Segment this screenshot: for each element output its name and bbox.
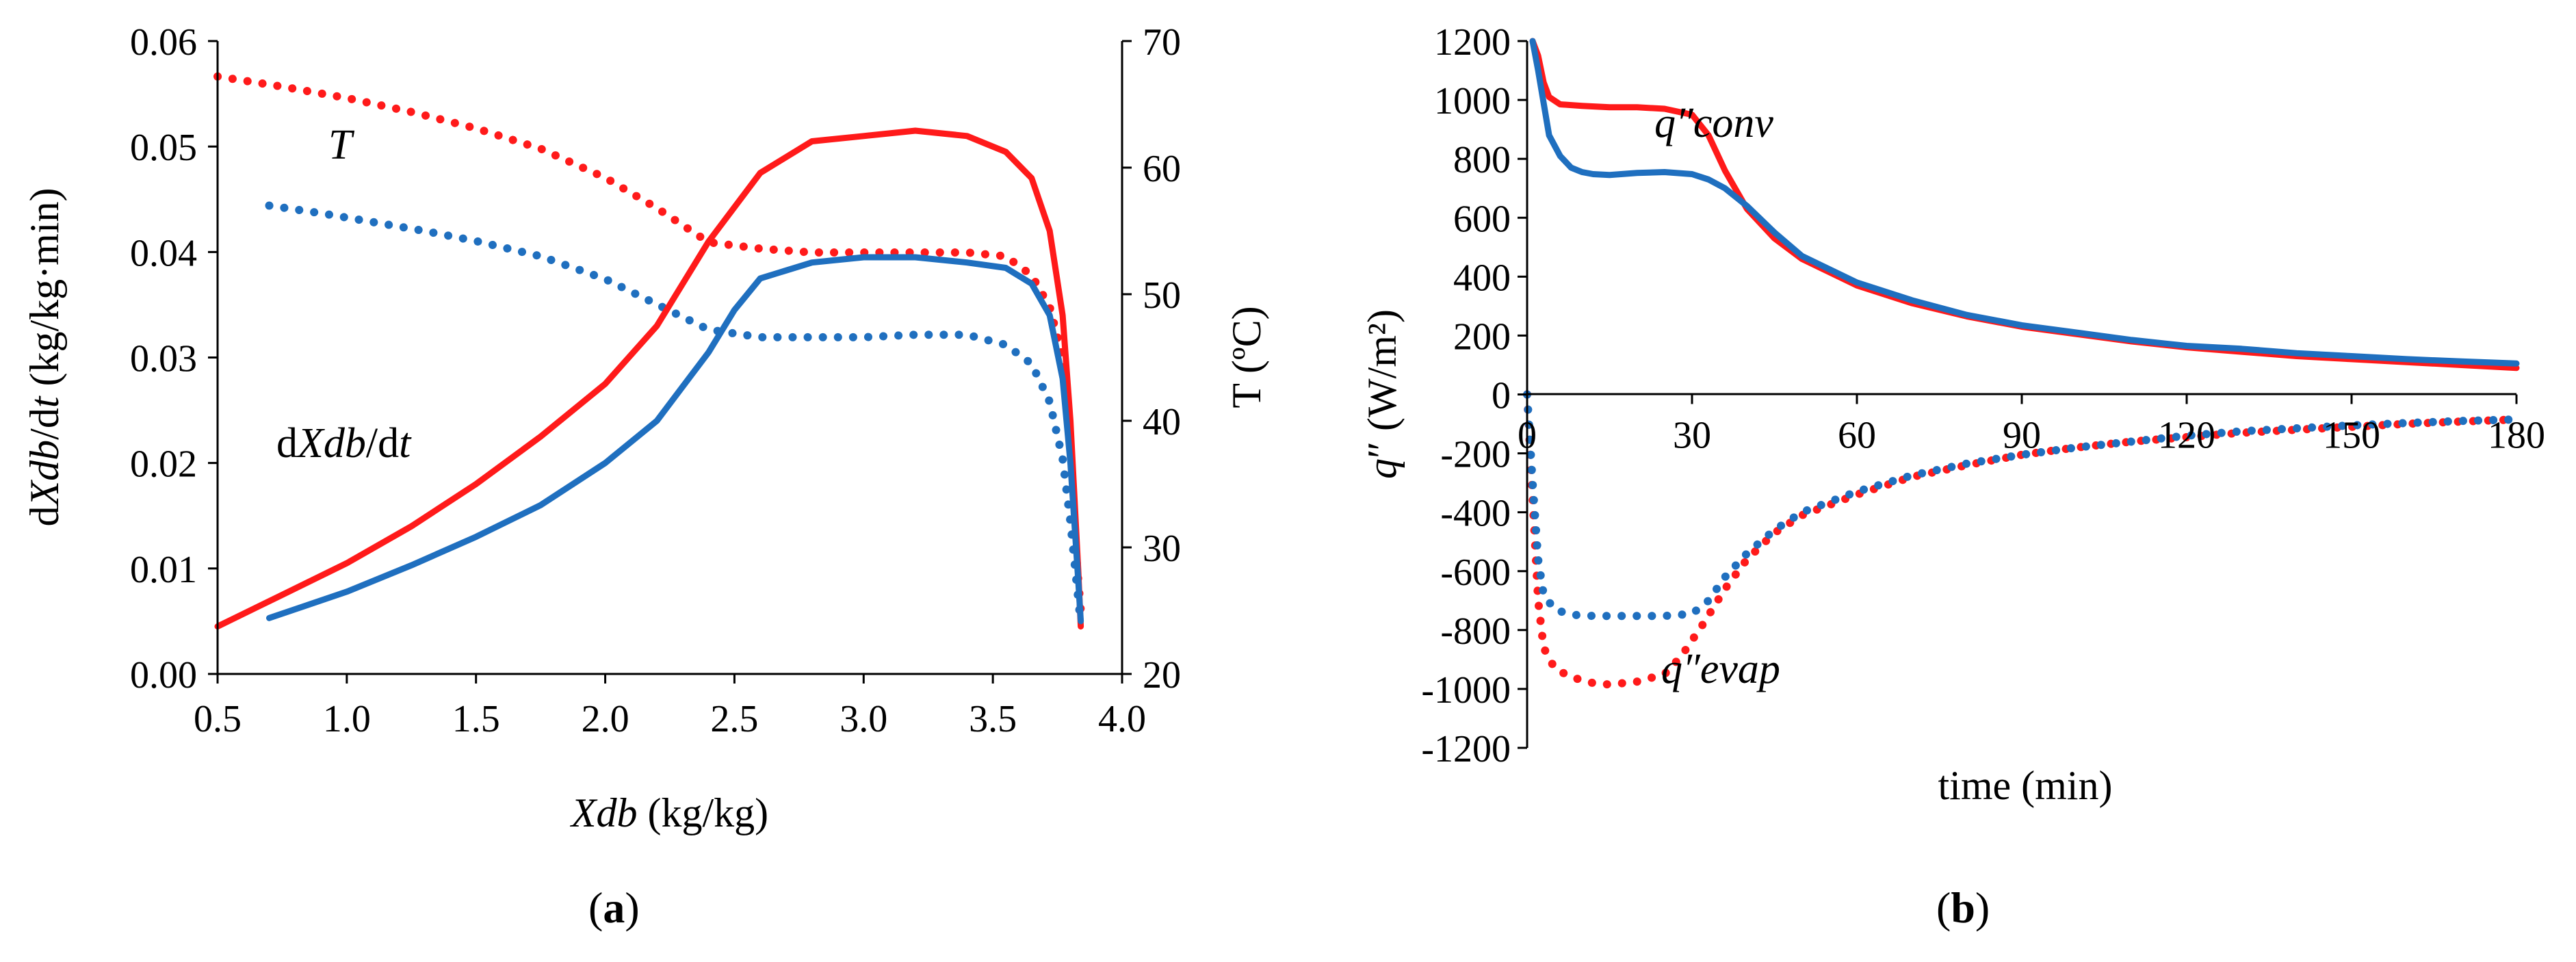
panel-a-letter: a (603, 883, 625, 932)
panel-a-series-2-red-dotted (213, 72, 1085, 615)
panel-a-right-y-tick-label: 60 (1143, 148, 1181, 190)
panel-a-x-axis-var: Xdb (570, 790, 638, 835)
panel-b-y-tick-label: 600 (1453, 198, 1511, 240)
panel-a-left-y-tick-label: 0.04 (130, 232, 197, 274)
panel-a-ticks: 0.5 1.0 1.5 2.0 2.5 3.0 3.5 4.0 0.00 0.01 0.02 0.03… (130, 21, 1181, 740)
panel-a-left-y-tick-label: 0.03 (130, 338, 197, 380)
panel-a-x-tick-label: 2.5 (710, 698, 758, 740)
panel-b-ticks: 0 30 60 90 120 150 180120010008006004002000-20… (1421, 21, 2545, 770)
panel-a-series-3-blue-dotted (265, 201, 1085, 627)
panel-b-ylabel-unit: ″ (W/m²) (1359, 309, 1405, 458)
panel-a-left-y-tick-label: 0.06 (130, 21, 197, 64)
panel-b-y-tick-label: -1000 (1421, 669, 1511, 712)
panel-a-x-axis-title: Xdb (kg/kg) (570, 790, 768, 835)
panel-a-right-y-tick-label: 40 (1143, 401, 1181, 443)
panel-a-annotation-rate: dXdb/dt (276, 420, 412, 467)
panel-b-annotation-qevap: q″evap (1661, 646, 1780, 692)
panel-a-x-tick-label: 1.0 (323, 698, 371, 740)
panel-a-x-tick-label: 3.0 (840, 698, 887, 740)
panel-b-series-2-red-dotted (1523, 390, 2521, 689)
panel-a-x-tick-label: 2.0 (582, 698, 629, 740)
panel-a-left-y-tick-label: 0.05 (130, 127, 197, 169)
panel-a-left-y-tick-label: 0.00 (130, 654, 197, 697)
panel-b-ylabel-q: q (1359, 458, 1405, 479)
panel-a-ylabel-t: t (22, 395, 67, 408)
panel-b-y-tick-label: 200 (1453, 315, 1511, 358)
panel-b-y-tick-label: 800 (1453, 139, 1511, 181)
panel-a-left-y-tick-label: 0.02 (130, 443, 197, 486)
panel-b-y-tick-label: 0 (1492, 375, 1511, 417)
panel-a-series-0-red-solid (214, 127, 1084, 630)
panel-b-y-tick-label: 400 (1453, 257, 1511, 299)
panel-a-ylabel-d1: d (22, 506, 67, 526)
panel-b-x-tick-label: 180 (2488, 415, 2545, 457)
panel-a-left-y-axis-title: dXdb/dt (kg/kg·min) (22, 188, 67, 527)
panel-a-right-y-axis-title: T (ºC) (1224, 306, 1269, 408)
panel-a-x-tick-label: 0.5 (194, 698, 242, 740)
panel-b-letter: b (1951, 883, 1975, 932)
panel-b-x-tick-label: 60 (1838, 415, 1876, 457)
panel-b-y-tick-label: -200 (1440, 434, 1511, 476)
panel-b-x-tick-label: 90 (2003, 415, 2041, 457)
panel-a-anno-d1: d (276, 420, 298, 467)
panel-b-x-axis-title: time (min) (1938, 763, 2113, 808)
panel-a-series (213, 72, 1085, 630)
panel-b-x-tick-label: 0 (1518, 415, 1537, 457)
panel-b-chart: 0 30 60 90 120 150 180120010008006004002000-20… (1359, 21, 2545, 932)
panel-a-series-1-blue-solid (266, 254, 1084, 625)
panel-a-ylabel-d2: /d (22, 408, 67, 440)
panel-b-y-tick-label: -600 (1440, 551, 1511, 594)
panel-a-x-tick-label: 3.5 (969, 698, 1017, 740)
panel-a-ylabel-var: Xdb (22, 440, 67, 508)
panel-a-right-y-tick-label: 70 (1143, 21, 1181, 64)
panel-b-x-tick-label: 120 (2158, 415, 2215, 457)
panel-b-series (1523, 38, 2521, 689)
panel-a-anno-t: t (399, 420, 412, 467)
panel-a-label: (a) (588, 883, 640, 932)
panel-a-ylabel-unit: (kg/kg·min) (22, 188, 67, 397)
panel-b-y-tick-label: -800 (1440, 610, 1511, 653)
panel-a-left-y-tick-label: 0.01 (130, 549, 197, 591)
panel-a-x-axis-unit: (kg/kg) (638, 790, 769, 835)
panel-b-annotation-qconv: q″conv (1654, 100, 1773, 146)
panel-b-x-tick-label: 150 (2323, 415, 2380, 457)
panel-b-y-tick-label: 1000 (1434, 80, 1511, 122)
panel-a-right-y-tick-label: 30 (1143, 528, 1181, 570)
panel-b-series-0-red-solid (1529, 38, 2520, 372)
panel-b-y-axis-title: q″ (W/m²) (1359, 309, 1405, 479)
panel-a-x-tick-label: 4.0 (1098, 698, 1146, 740)
panel-a-anno-d2: /d (366, 420, 399, 467)
panel-a-annotation-T: T (328, 122, 355, 168)
panel-a-anno-var: Xdb (296, 420, 366, 467)
panel-b-x-tick-label: 30 (1673, 415, 1711, 457)
panel-a-right-y-tick-label: 50 (1143, 274, 1181, 317)
panel-b-y-tick-label: -1200 (1421, 728, 1511, 770)
panel-a-chart: 0.5 1.0 1.5 2.0 2.5 3.0 3.5 4.0 0.00 0.01 0.02 0.03… (22, 21, 1269, 932)
panel-b-series-1-blue-solid (1529, 38, 2520, 367)
panel-b-y-tick-label: -400 (1440, 493, 1511, 535)
panel-a-x-tick-label: 1.5 (452, 698, 500, 740)
panel-b-label: (b) (1936, 883, 1990, 932)
panel-a-right-y-tick-label: 20 (1143, 654, 1181, 697)
panel-b-y-tick-label: 1200 (1434, 21, 1511, 64)
